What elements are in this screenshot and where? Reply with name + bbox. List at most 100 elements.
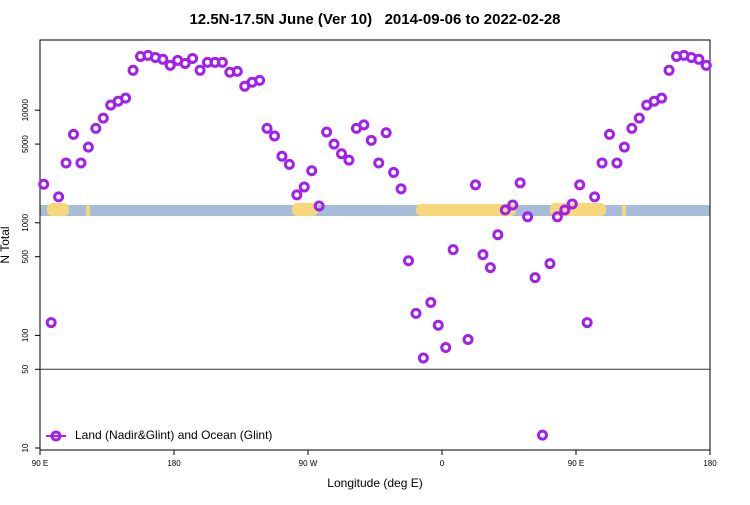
x-tick-label: 180 <box>167 459 181 468</box>
map-strip <box>40 203 710 216</box>
point <box>306 165 318 177</box>
point <box>410 307 422 319</box>
point <box>321 126 333 138</box>
point <box>60 157 72 169</box>
point <box>403 255 414 267</box>
point <box>261 122 273 134</box>
plot-frame <box>39 39 711 451</box>
point <box>484 262 496 274</box>
point <box>187 52 199 64</box>
point <box>164 59 176 71</box>
point <box>358 119 370 131</box>
point <box>499 204 511 216</box>
point <box>611 157 623 169</box>
x-tick-label: 0 <box>440 459 445 468</box>
point <box>365 134 377 146</box>
point <box>313 200 325 212</box>
point <box>425 296 437 308</box>
point <box>656 92 668 104</box>
point <box>53 191 65 203</box>
point <box>663 64 675 76</box>
point <box>559 204 571 216</box>
point <box>700 59 712 71</box>
point <box>216 56 228 68</box>
y-tick-label: 100 <box>21 328 30 342</box>
y-tick-label: 50 <box>21 364 30 373</box>
point <box>462 333 474 345</box>
point <box>68 128 79 140</box>
point <box>477 249 489 261</box>
point <box>179 57 191 69</box>
point <box>336 148 347 160</box>
point <box>618 141 630 153</box>
point <box>440 342 452 354</box>
y-tick-label: 1000 <box>21 213 30 231</box>
point <box>38 178 50 190</box>
y-tick-label: 500 <box>21 249 30 263</box>
point <box>75 157 87 169</box>
point <box>395 183 407 195</box>
point <box>388 166 400 178</box>
point <box>298 181 310 193</box>
point <box>276 150 288 162</box>
point <box>693 53 705 65</box>
legend-marker <box>50 430 62 442</box>
x-tick-label: 90 W <box>299 459 318 468</box>
y-axis-label: N Total <box>0 226 12 263</box>
point <box>417 352 429 364</box>
land <box>292 203 318 216</box>
point <box>551 211 563 223</box>
point <box>291 189 303 201</box>
point <box>269 130 280 142</box>
point <box>343 154 355 166</box>
land <box>47 203 69 216</box>
point <box>82 141 94 153</box>
point <box>492 229 504 241</box>
land <box>416 204 516 216</box>
point <box>507 199 519 211</box>
point <box>544 258 556 270</box>
y-tick-label: 10000 <box>21 99 30 122</box>
point <box>90 122 102 134</box>
x-tick-label: 90 E <box>568 459 584 468</box>
point <box>157 53 169 65</box>
point <box>120 92 132 104</box>
point <box>45 317 57 329</box>
ocean-band <box>40 205 710 216</box>
point <box>574 179 586 191</box>
point <box>604 128 615 140</box>
point <box>537 429 548 441</box>
y-tick-label: 5000 <box>21 135 30 153</box>
point <box>283 158 295 170</box>
point <box>581 317 593 329</box>
x-tick-label: 180 <box>703 459 717 468</box>
legend-label: Land (Nadir&Glint) and Ocean (Glint) <box>75 428 272 442</box>
land <box>86 205 90 216</box>
point <box>254 74 266 86</box>
y-tick-label: 10 <box>21 443 30 452</box>
point <box>626 122 638 134</box>
point <box>447 244 459 256</box>
x-axis-label: Longitude (deg E) <box>327 476 422 490</box>
point <box>596 157 608 169</box>
point <box>373 157 385 169</box>
point <box>633 112 645 124</box>
point <box>514 177 526 189</box>
point <box>97 112 109 124</box>
point <box>589 191 601 203</box>
point <box>194 64 206 76</box>
land <box>622 205 626 216</box>
point <box>127 64 139 76</box>
point <box>231 65 243 77</box>
point <box>328 138 340 150</box>
point <box>522 211 534 223</box>
point <box>566 198 578 210</box>
point <box>432 319 444 331</box>
point <box>380 127 392 139</box>
x-tick-label: 90 E <box>32 459 48 468</box>
point <box>529 272 541 284</box>
point <box>470 179 481 191</box>
chart-title: 12.5N-17.5N June (Ver 10) 2014-09-06 to … <box>189 11 560 28</box>
